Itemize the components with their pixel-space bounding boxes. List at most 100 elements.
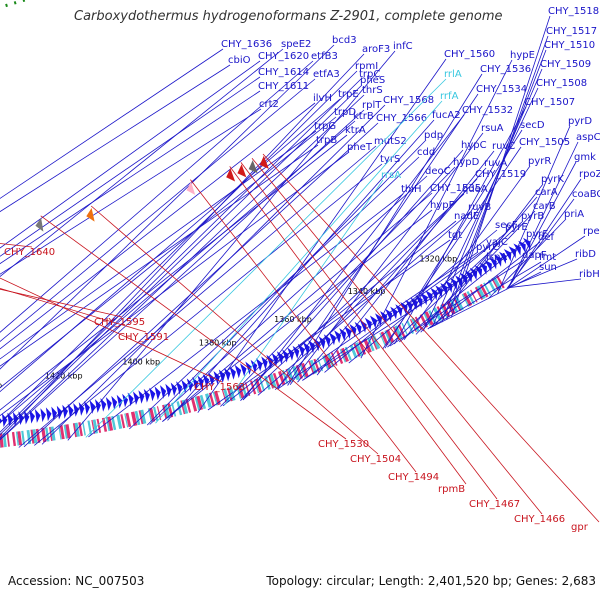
gene-label-line — [289, 132, 484, 385]
rna-label-line — [223, 179, 384, 406]
outer-label-line — [190, 179, 417, 473]
gene-label-line — [497, 125, 571, 294]
gene-label: carB — [533, 201, 556, 212]
gene-arrow — [202, 374, 210, 388]
cog-feature — [295, 364, 303, 379]
cog-feature — [30, 429, 35, 444]
gene-label-line — [488, 218, 567, 299]
reverse-feature-arrow — [237, 164, 247, 178]
gene-label: CHY_1509 — [540, 59, 591, 70]
cog-feature — [91, 419, 95, 434]
cog-feature — [235, 384, 242, 399]
gene-label: pyrC — [476, 242, 499, 253]
gene-label: lspA — [486, 252, 507, 263]
gene-label: CHY_1611 — [258, 81, 309, 92]
gene-label: pdp — [424, 130, 443, 141]
gene-label: dapF — [522, 250, 547, 261]
rna-label: rrfA — [440, 91, 459, 102]
cog-feature — [125, 412, 132, 428]
cog-feature — [205, 393, 212, 408]
gene-label-line — [434, 183, 544, 326]
gene-label-line — [0, 134, 348, 411]
gene-label: CHY_1510 — [544, 40, 595, 51]
gene-arrow — [455, 275, 463, 288]
gene-arrow — [369, 315, 377, 329]
gene-label-line — [403, 165, 531, 341]
gene-label-line — [0, 78, 362, 433]
gene-label: aroF3 — [362, 44, 390, 55]
gene-label-line — [399, 238, 529, 343]
gene-arrow — [405, 299, 413, 313]
cog-feature — [466, 291, 475, 305]
cog-feature — [21, 430, 26, 445]
gene-label-line — [0, 53, 365, 439]
gene-label-line — [382, 146, 522, 350]
gene-label: nadE — [454, 211, 479, 222]
gene-label: CHY_1636 — [221, 39, 272, 50]
cog-feature — [428, 310, 437, 324]
gene-arrow — [261, 356, 268, 370]
gene-label-line — [0, 108, 262, 275]
cog-feature — [180, 400, 186, 415]
gene-label: pheT — [347, 142, 373, 153]
gene-label-line — [387, 220, 524, 348]
rna-label: rrsA — [381, 170, 401, 181]
gene-arrow — [51, 406, 57, 421]
cog-feature — [26, 430, 32, 445]
cog-feature — [49, 426, 53, 441]
gene-label: CHY_1519 — [475, 169, 526, 180]
gene-label: CHY_1518 — [548, 6, 599, 17]
gene-label-line — [389, 259, 525, 347]
scale-label: 1340 kbp — [348, 287, 386, 296]
gene-label-line — [0, 84, 363, 436]
gene-label: rpoZ — [579, 169, 600, 180]
gene-arrow — [250, 359, 258, 374]
gene-label-line — [0, 130, 317, 360]
cog-feature — [72, 423, 77, 438]
cog-feature — [309, 359, 318, 374]
gene-arrow — [339, 328, 347, 342]
gene-label: rpe — [583, 226, 600, 237]
cog-feature — [406, 320, 414, 334]
gene-label: secF — [495, 220, 518, 231]
gene-arrow — [23, 410, 30, 425]
gene-label: ribD — [575, 249, 596, 260]
cog-feature — [134, 410, 141, 426]
gene-label-line — [242, 193, 465, 401]
gene-label-line — [0, 64, 231, 213]
gene-label: ktrA — [345, 125, 366, 136]
gene-label-line — [88, 193, 404, 438]
gene-label-line — [0, 70, 358, 424]
gene-label: CHY_1536 — [480, 64, 531, 75]
gene-label-line — [240, 149, 464, 401]
gene-label: rplT — [362, 100, 382, 111]
cog-feature — [65, 424, 71, 439]
scale-label: 1420 kbp — [45, 372, 83, 381]
cog-feature — [453, 298, 462, 312]
accession-text: Accession: NC_007503 — [8, 574, 145, 588]
scale-label: 1320 kbp — [420, 255, 458, 264]
cog-feature — [385, 329, 395, 344]
gene-arrow — [1, 413, 8, 428]
cog-feature — [41, 427, 47, 443]
cog-feature — [111, 415, 117, 431]
gene-arrow — [224, 368, 231, 382]
outer-label-line — [0, 288, 123, 318]
cog-feature — [221, 389, 227, 403]
gene-arrow — [328, 332, 336, 346]
gene-label: etfB3 — [311, 51, 338, 62]
gene-label: trpC — [359, 69, 380, 80]
gene-label: CHY_1620 — [258, 51, 309, 62]
gene-label-line — [0, 90, 261, 265]
cog-feature — [59, 425, 65, 440]
cog-feature — [322, 355, 329, 370]
gene-label: deoC — [425, 166, 451, 177]
gene-label-line — [257, 211, 471, 396]
gene-label: hypF — [430, 200, 455, 211]
gene-label-line — [508, 278, 582, 289]
gene-label-line — [508, 235, 586, 289]
gene-label-line — [34, 163, 383, 446]
gene-arrow — [160, 385, 167, 399]
gene-arrow — [67, 403, 74, 418]
gene-arrow — [494, 254, 502, 267]
